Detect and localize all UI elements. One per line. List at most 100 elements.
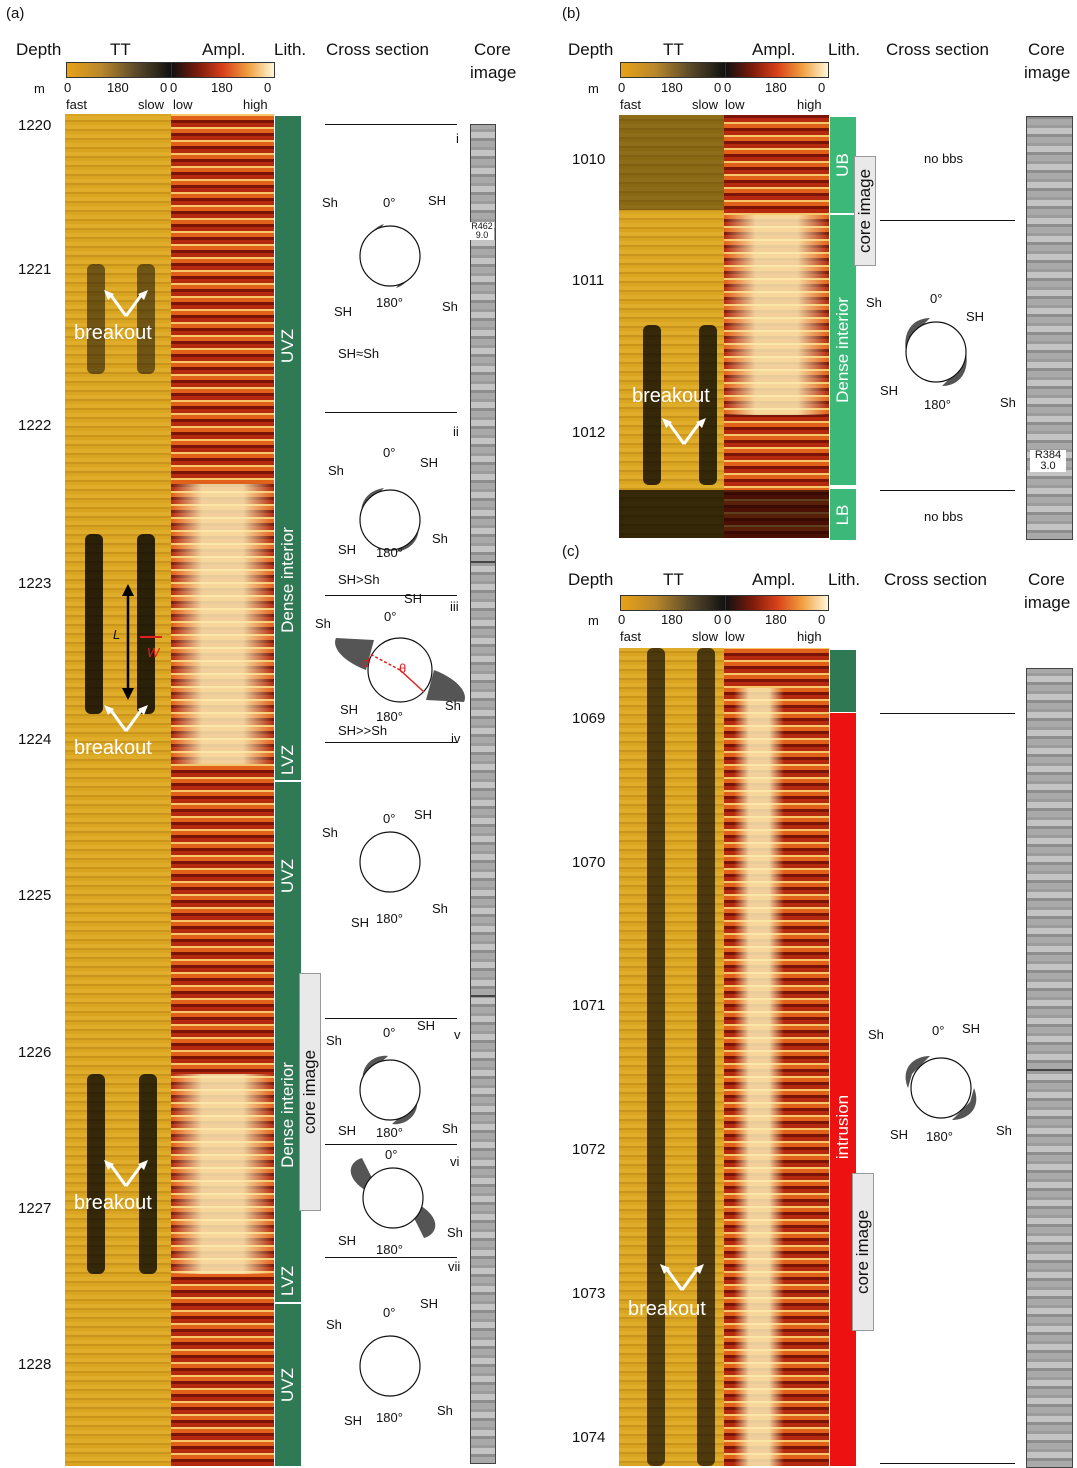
rose-180deg: 180° bbox=[924, 397, 951, 412]
depth-label: 1227 bbox=[18, 1200, 52, 1217]
breakout-streak bbox=[647, 648, 665, 1466]
rose-0deg: 0° bbox=[383, 1305, 396, 1320]
rose-SH: SH bbox=[351, 915, 370, 930]
header-image: image bbox=[1024, 63, 1071, 82]
amp-colorbar bbox=[725, 62, 829, 78]
rose-sh: Sh bbox=[442, 299, 458, 314]
panel-label-c: (c) bbox=[562, 543, 580, 560]
core-sample-label: R462 9.0 bbox=[470, 221, 494, 240]
core-photo bbox=[470, 996, 496, 1464]
header-cross-section: Cross section bbox=[886, 40, 989, 59]
section-divider bbox=[880, 1463, 1015, 1464]
tt-fast: fast bbox=[620, 629, 641, 644]
core-sample-label: R384 3.0 bbox=[1030, 450, 1066, 472]
rose-180deg: 180° bbox=[376, 1242, 403, 1257]
breakout-streak bbox=[87, 264, 105, 374]
borehole-cross-section bbox=[359, 224, 421, 288]
depth-label: 1012 bbox=[572, 424, 606, 441]
core-photo bbox=[1026, 116, 1073, 540]
rose-sh: Sh bbox=[326, 1033, 342, 1048]
breakout-label: breakout bbox=[632, 385, 710, 407]
header-image: image bbox=[1024, 593, 1071, 612]
rose-SH: SH bbox=[966, 309, 985, 324]
lith-dense-interior: Dense interior bbox=[275, 400, 301, 760]
amp-high: high bbox=[243, 97, 268, 112]
header-ampl: Ampl. bbox=[752, 570, 796, 589]
stress-note: SH>Sh bbox=[338, 572, 380, 587]
no-breakouts: no bbs bbox=[924, 151, 964, 166]
breakout-arrow bbox=[104, 290, 148, 317]
unit-m: m bbox=[588, 613, 599, 628]
amplitude-log-image bbox=[724, 648, 829, 1466]
tt-fast: fast bbox=[620, 97, 641, 112]
breakout-streak bbox=[643, 325, 661, 485]
section-divider bbox=[325, 742, 457, 743]
theta-label: θ bbox=[399, 661, 407, 676]
depth-label: 1010 bbox=[572, 151, 606, 168]
depth-label: 1070 bbox=[572, 854, 606, 871]
panel-label-a: (a) bbox=[6, 5, 25, 22]
depth-label: 1071 bbox=[572, 997, 606, 1014]
lith-lvz: LVZ bbox=[275, 740, 301, 782]
lith-uvz: UVZ bbox=[275, 782, 301, 970]
unit-m: m bbox=[588, 81, 599, 96]
header-image: image bbox=[470, 63, 517, 82]
header-lith: Lith. bbox=[828, 570, 861, 589]
d-label: d bbox=[362, 655, 370, 670]
rose-SH: SH bbox=[420, 455, 439, 470]
rose-0deg: 0° bbox=[383, 195, 396, 210]
borehole-cross-section bbox=[350, 1158, 436, 1238]
section-roman: ii bbox=[453, 424, 459, 439]
amp-colorbar bbox=[171, 62, 275, 78]
breakout-label: breakout bbox=[74, 322, 152, 344]
tt-tick-end: 0 bbox=[714, 80, 722, 95]
amp-tick-end: 0 bbox=[818, 80, 826, 95]
rose-sh: Sh bbox=[442, 1121, 458, 1136]
header-ampl: Ampl. bbox=[202, 40, 246, 59]
rose-sh: Sh bbox=[322, 825, 338, 840]
rose-SH: SH bbox=[340, 702, 359, 717]
breakout-label: breakout bbox=[628, 1298, 706, 1320]
breakout-label: breakout bbox=[74, 1192, 152, 1214]
tt-tick-0: 0 bbox=[64, 80, 72, 95]
tt-tick-180: 180 bbox=[661, 612, 683, 627]
pale-band bbox=[171, 1074, 274, 1274]
tt-slow: slow bbox=[692, 97, 719, 112]
amp-low: low bbox=[725, 97, 745, 112]
rose-sh: Sh bbox=[1000, 395, 1016, 410]
amp-low: low bbox=[725, 629, 745, 644]
section-divider bbox=[325, 1144, 457, 1145]
lith-uvz: UVZ bbox=[275, 1304, 301, 1466]
section-roman: i bbox=[456, 131, 459, 146]
section-roman: iii bbox=[450, 599, 459, 614]
header-core: Core bbox=[1028, 40, 1065, 59]
rose-sh: Sh bbox=[432, 531, 448, 546]
dark-zone bbox=[724, 490, 829, 538]
depth-label: 1220 bbox=[18, 117, 52, 134]
amp-high: high bbox=[797, 97, 822, 112]
depth-label: 1069 bbox=[572, 710, 606, 727]
rose-0deg: 0° bbox=[930, 291, 943, 306]
tt-log-image bbox=[65, 114, 171, 1466]
amplitude-log-image bbox=[724, 115, 829, 538]
stress-note: SH>>Sh bbox=[338, 723, 388, 738]
rose-SH: SH bbox=[338, 1123, 357, 1138]
header-depth: Depth bbox=[568, 40, 614, 59]
breakout-streak bbox=[139, 1074, 157, 1274]
section-divider bbox=[325, 1018, 457, 1019]
rose-0deg: 0° bbox=[383, 1025, 396, 1040]
tt-slow: slow bbox=[692, 629, 719, 644]
rose-sh: Sh bbox=[432, 901, 448, 916]
breakout-streak bbox=[85, 534, 103, 714]
rose-sh: Sh bbox=[328, 463, 344, 478]
breakout-streak bbox=[87, 1074, 105, 1274]
rose-sh: Sh bbox=[996, 1123, 1012, 1138]
rose-sh: Sh bbox=[868, 1027, 884, 1042]
section-divider bbox=[880, 220, 1015, 221]
section-divider bbox=[880, 490, 1015, 491]
rose-SH: SH bbox=[338, 1233, 357, 1248]
rose-180deg: 180° bbox=[926, 1129, 953, 1144]
rose-180deg: 180° bbox=[376, 1410, 403, 1425]
rose-SH: SH bbox=[890, 1127, 909, 1142]
depth-label: 1222 bbox=[18, 417, 52, 434]
